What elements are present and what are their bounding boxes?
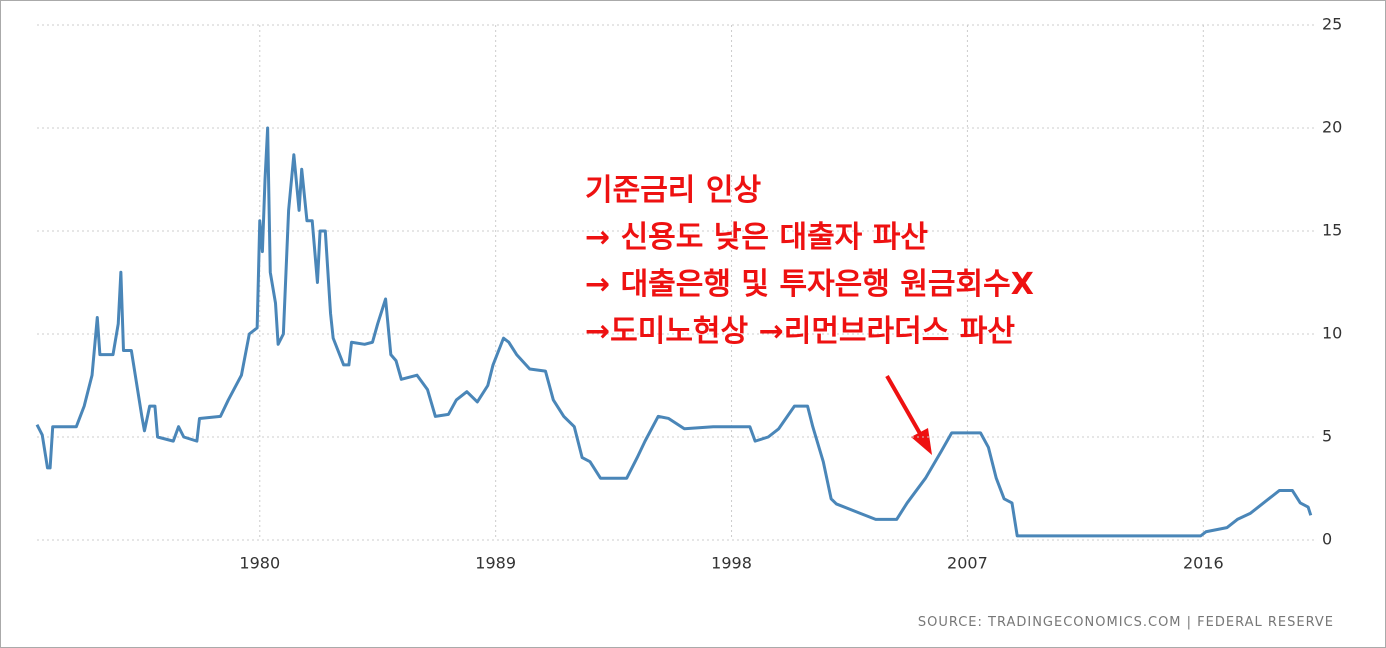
x-tick-label: 1989 xyxy=(475,554,516,573)
y-tick-label: 25 xyxy=(1322,15,1342,34)
arrow xyxy=(885,375,932,455)
annotation: → 대출은행 및 투자은행 원금회수X xyxy=(585,267,1034,302)
annotation: 기준금리 인상 xyxy=(585,173,761,208)
annotation: → 신용도 낮은 대출자 파산 xyxy=(585,220,928,255)
x-tick-label: 1980 xyxy=(239,554,280,573)
source: SOURCE: TRADINGECONOMICS.COM | FEDERAL R… xyxy=(918,615,1334,630)
x-tick-label: 2016 xyxy=(1183,554,1224,573)
line-series xyxy=(35,126,1313,538)
x-tick-label: 1998 xyxy=(711,554,752,573)
y-tick-label: 10 xyxy=(1322,324,1342,343)
y-tick-label: 0 xyxy=(1322,530,1332,549)
y-tick-label: 15 xyxy=(1322,221,1342,240)
y-tick-label: 20 xyxy=(1322,118,1342,137)
x-tick-label: 2007 xyxy=(947,554,988,573)
y-tick-label: 5 xyxy=(1322,427,1332,446)
annotation: →도미노현상 →리먼브라더스 파산 xyxy=(585,314,1015,349)
